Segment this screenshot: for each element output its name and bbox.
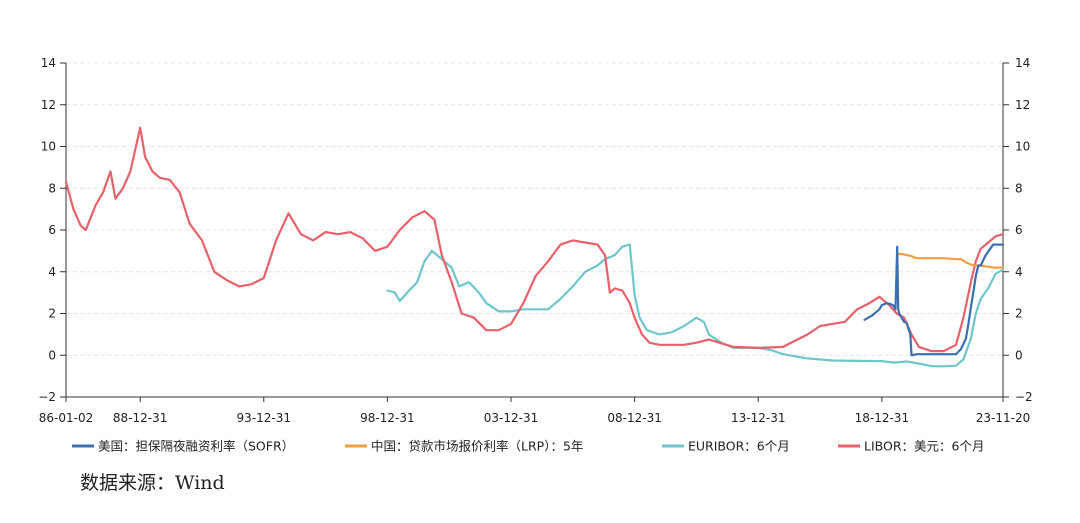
y-axis-right-ticks: −2 0 2 4 6 8 10 12 14 bbox=[1003, 56, 1033, 404]
x-tick-label: 23-11-20 bbox=[976, 411, 1030, 425]
x-axis-ticks: 86-01-02 88-12-31 93-12-31 98-12-31 03-12-31… bbox=[39, 397, 1030, 425]
x-tick-label: 18-12-31 bbox=[855, 411, 909, 425]
x-tick-label: 08-12-31 bbox=[607, 411, 661, 425]
y-tick-label-left: 10 bbox=[41, 140, 56, 154]
y-tick-label-right: 2 bbox=[1015, 307, 1023, 321]
y-tick-label-right: 6 bbox=[1015, 223, 1023, 237]
grid-lines bbox=[66, 62, 1003, 356]
legend-label-2: 中国：贷款市场报价利率（LRP）：5年 bbox=[371, 439, 583, 454]
source-note: 数据来源：Wind bbox=[80, 472, 225, 494]
x-tick-label: 98-12-31 bbox=[360, 411, 414, 425]
legend-label-3: EURIBOR：6个月 bbox=[688, 439, 790, 454]
x-tick-label: 88-12-31 bbox=[113, 411, 167, 425]
y-tick-label-left: 2 bbox=[48, 307, 56, 321]
y-tick-label-right: 0 bbox=[1015, 348, 1023, 362]
x-tick-label: 13-12-31 bbox=[731, 411, 785, 425]
y-tick-label-left: 6 bbox=[48, 223, 56, 237]
series-lines bbox=[64, 126, 1005, 368]
legend-label-1: 美国：担保隔夜融资利率（SOFR） bbox=[98, 439, 294, 454]
x-tick-label: 93-12-31 bbox=[237, 411, 291, 425]
y-tick-label-right: 4 bbox=[1015, 265, 1023, 279]
y-tick-label-right: 12 bbox=[1015, 98, 1030, 112]
series-line-4 bbox=[64, 126, 1005, 353]
y-tick-label-left: 14 bbox=[41, 56, 56, 70]
y-axis-left-ticks: −2 0 2 4 6 8 10 12 14 bbox=[38, 56, 66, 404]
y-tick-label-right: −2 bbox=[1015, 390, 1033, 404]
legend-label-4: LIBOR：美元：6个月 bbox=[864, 439, 984, 454]
y-tick-label-right: 8 bbox=[1015, 181, 1023, 195]
legend: 美国：担保隔夜融资利率（SOFR） 中国：贷款市场报价利率（LRP）：5年 EURI… bbox=[72, 439, 984, 454]
y-tick-label-left: 0 bbox=[48, 348, 56, 362]
x-tick-label: 03-12-31 bbox=[484, 411, 538, 425]
y-tick-label-left: 12 bbox=[41, 98, 56, 112]
series-line-3 bbox=[386, 243, 1005, 368]
y-tick-label-left: 4 bbox=[48, 265, 56, 279]
series-line-1 bbox=[863, 243, 1005, 357]
y-tick-label-right: 14 bbox=[1015, 56, 1030, 70]
x-tick-label: 86-01-02 bbox=[39, 411, 93, 425]
series-line-2 bbox=[897, 252, 1005, 269]
y-tick-label-left: 8 bbox=[48, 181, 56, 195]
y-tick-label-right: 10 bbox=[1015, 140, 1030, 154]
y-tick-label-left: −2 bbox=[38, 390, 56, 404]
